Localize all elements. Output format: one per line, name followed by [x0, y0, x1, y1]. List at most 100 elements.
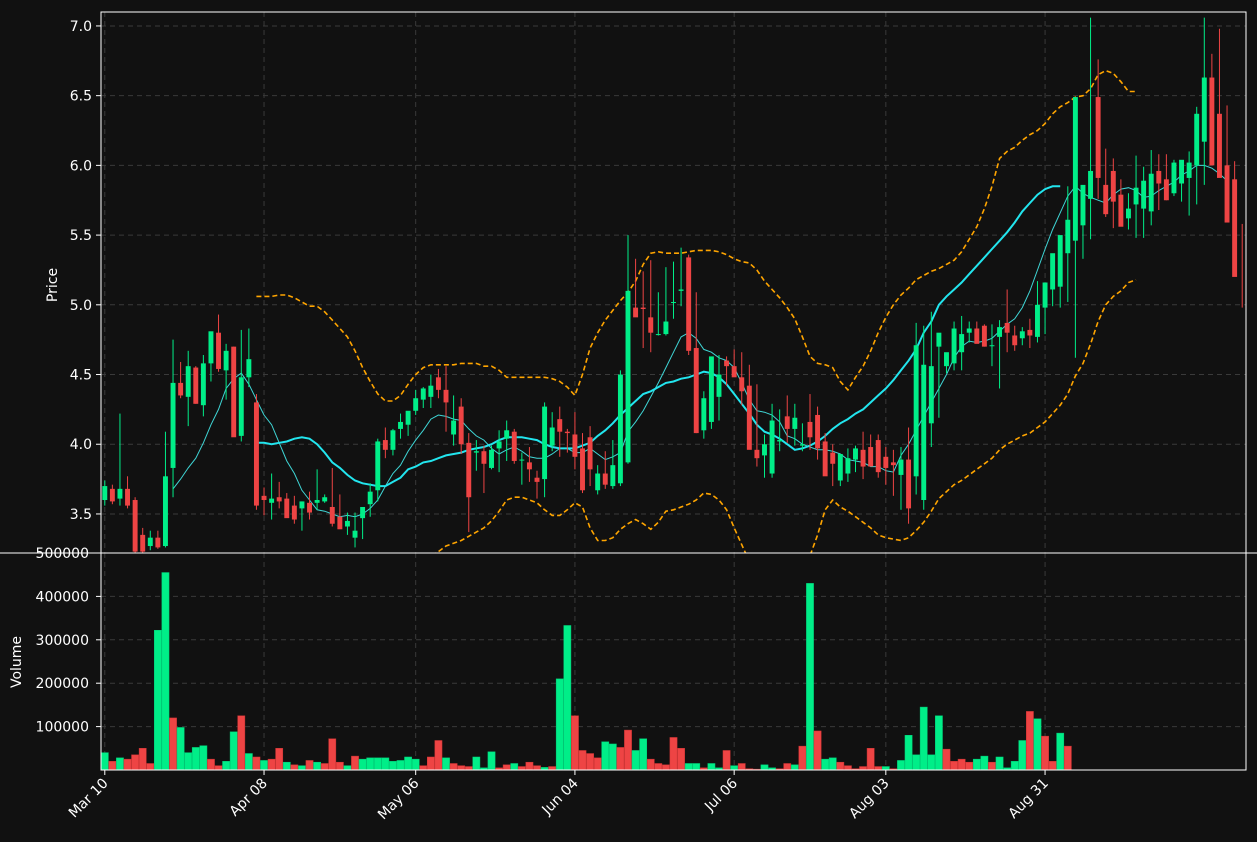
candle-body — [405, 410, 411, 425]
candle-body — [648, 317, 654, 333]
candle-body — [716, 374, 722, 397]
volume-y-tick-label: 200000 — [36, 676, 89, 692]
candle-body — [837, 454, 843, 481]
volume-bar — [790, 764, 799, 770]
volume-bar — [176, 727, 185, 770]
volume-bar — [859, 766, 867, 770]
volume-bar — [495, 767, 503, 770]
candle-body — [822, 441, 828, 477]
volume-bar — [836, 761, 845, 770]
candle-body — [489, 449, 494, 468]
candle-body — [640, 307, 646, 309]
candle-body — [1088, 170, 1094, 199]
candle-body — [382, 440, 388, 450]
candle-body — [1027, 329, 1033, 336]
volume-bar — [358, 758, 367, 770]
volume-bar — [707, 763, 716, 770]
volume-bar — [798, 745, 807, 770]
candle-body — [185, 366, 191, 397]
candle-body — [398, 421, 403, 429]
volume-bar — [343, 765, 352, 770]
candle-body — [117, 488, 123, 499]
candle-body — [595, 473, 601, 491]
volume-bar — [184, 752, 193, 770]
volume-bar — [267, 758, 276, 770]
candle-body — [238, 377, 244, 436]
candle-body — [200, 363, 206, 406]
price-axis-label: Price — [45, 268, 61, 302]
volume-bar — [328, 738, 337, 770]
volume-bar — [935, 715, 943, 770]
volume-bar — [154, 630, 162, 770]
volume-bar — [131, 754, 139, 770]
volume-bar — [457, 765, 466, 770]
candle-body — [284, 498, 290, 519]
volume-bar — [692, 763, 701, 770]
candle-body — [1201, 77, 1207, 142]
candle-body — [580, 448, 585, 491]
candle-body — [564, 431, 570, 434]
volume-bar — [260, 760, 268, 770]
candle-body — [557, 419, 563, 432]
candle-body — [1194, 113, 1200, 166]
volume-bar — [677, 748, 685, 770]
candle-body — [686, 257, 692, 351]
volume-bar — [1003, 767, 1011, 770]
candle-body — [921, 364, 927, 501]
volume-y-tick-label: 300000 — [36, 633, 89, 649]
volume-bar — [298, 765, 306, 770]
volume-bar — [654, 763, 663, 770]
volume-bar — [366, 757, 375, 770]
candle-body — [959, 334, 965, 353]
candle-body — [1209, 77, 1215, 166]
volume-bar — [146, 763, 155, 770]
volume-bar — [760, 764, 769, 770]
volume-bar — [396, 760, 405, 770]
candle-body — [671, 302, 676, 304]
candle-body — [496, 441, 502, 449]
candle-body — [731, 366, 737, 378]
candle-body — [1103, 184, 1109, 215]
candle-body — [1216, 113, 1222, 178]
volume-bar — [730, 765, 739, 770]
candle-body — [1095, 97, 1101, 178]
candle-body — [140, 534, 146, 552]
volume-y-tick-label: 500000 — [36, 546, 89, 562]
volume-bar — [927, 754, 936, 770]
volume-y-tick-label: 400000 — [36, 589, 89, 605]
candle-body — [845, 458, 851, 474]
volume-bar — [222, 761, 230, 770]
candle-body — [762, 444, 767, 456]
candle-body — [1065, 219, 1071, 254]
candle-body — [1050, 253, 1056, 290]
volume-bar — [571, 715, 579, 770]
volume-bar — [161, 572, 170, 770]
volume-bar — [245, 753, 253, 770]
volume-bar — [957, 758, 966, 770]
candle-body — [944, 352, 949, 367]
candle-body — [913, 345, 919, 477]
candle-body — [974, 328, 980, 344]
volume-bar — [586, 753, 594, 770]
lower-band-line — [434, 278, 1137, 553]
candle-body — [337, 516, 343, 530]
moving-average-short-line — [172, 164, 1228, 518]
volume-bar — [919, 706, 928, 770]
volume-bar — [548, 766, 557, 770]
candle-body — [572, 434, 578, 457]
volume-bar — [904, 735, 913, 770]
candle-body — [898, 459, 904, 475]
candle-body — [1126, 208, 1131, 219]
candle-body — [1042, 282, 1048, 308]
volume-bar — [313, 761, 321, 770]
volume-bar — [533, 765, 541, 770]
volume-bar — [555, 678, 564, 770]
candle-body — [906, 459, 912, 509]
volume-bar — [737, 763, 746, 770]
candle-body — [610, 465, 616, 487]
volume-bar — [662, 764, 670, 770]
volume-bar — [108, 761, 117, 770]
candle-body — [1004, 322, 1010, 333]
candle-body — [231, 346, 237, 438]
candle-body — [542, 406, 548, 480]
